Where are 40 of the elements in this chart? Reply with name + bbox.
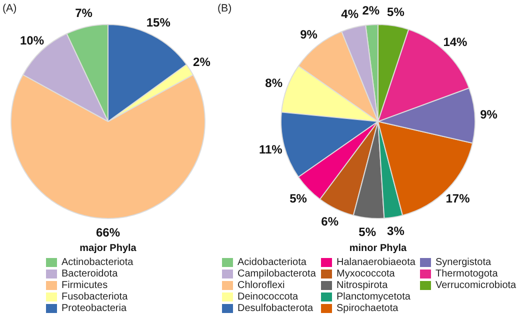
data-label: 2% <box>193 55 211 70</box>
legend-label: Firmicutes <box>62 280 108 291</box>
legend-title: minor Phyla <box>349 243 408 254</box>
data-label: 6% <box>321 214 339 229</box>
legend-label: Acidobacteriota <box>238 257 307 268</box>
legend-label: Myxococcota <box>336 268 396 280</box>
legend-label: Desulfobacterota <box>238 303 314 314</box>
legend-label: Fusobacteriota <box>62 292 128 302</box>
data-label: 2% <box>362 4 380 18</box>
legend-label: Thermotogota <box>436 268 498 280</box>
legend-label: Nitrospirota <box>336 280 388 291</box>
data-label: 8% <box>265 76 283 90</box>
data-label: 14% <box>443 34 468 49</box>
data-label: 5% <box>387 4 405 19</box>
data-label: 11% <box>258 142 283 157</box>
data-label: 15% <box>146 16 171 30</box>
legend-label: Deinococcota <box>238 292 299 302</box>
data-label: 17% <box>446 192 470 206</box>
data-label: 10% <box>20 34 44 48</box>
legend-label: Proteobacteria <box>62 303 127 314</box>
data-label: 7% <box>75 6 93 20</box>
data-label: 5% <box>290 192 308 206</box>
data-label: 9% <box>480 107 498 122</box>
chart-title: (A) <box>2 2 17 14</box>
data-label: 4% <box>341 7 359 22</box>
data-label: 3% <box>387 224 405 238</box>
data-label: 9% <box>300 28 318 42</box>
legend-label: Campilobacterota <box>238 268 316 280</box>
legend-label: Actinobacteriota <box>62 257 134 268</box>
legend-label: Bacteroidota <box>62 268 118 280</box>
data-label: 66% <box>96 226 120 240</box>
legend-label: Verrucomicrobiota <box>436 280 517 291</box>
legend-label: Synergistota <box>436 257 492 268</box>
legend-label: Chloroflexi <box>238 280 285 291</box>
legend-label: Planctomycetota <box>336 292 411 302</box>
data-label: 5% <box>358 224 376 239</box>
legend-label: Halanaerobiaeota <box>336 257 416 268</box>
legend-label: Spirochaetota <box>336 303 399 314</box>
chart-title: (B) <box>218 2 232 14</box>
legend-title: major Phyla <box>80 243 137 254</box>
